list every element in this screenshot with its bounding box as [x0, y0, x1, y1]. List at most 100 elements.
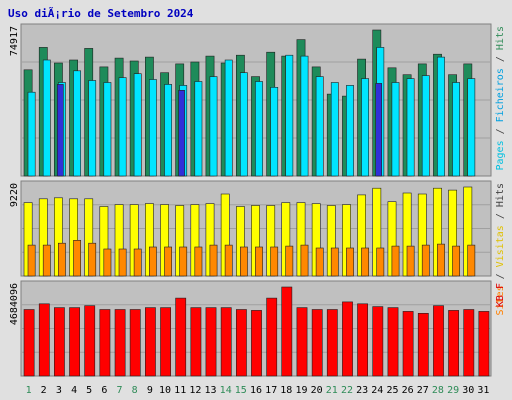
middle-panel-bar-sites-day-19	[300, 244, 309, 277]
bottom-panel-bar-kb-f-day-8	[129, 309, 141, 377]
top-panel-bar-ficheiros-day-26	[406, 78, 415, 177]
top-panel-bar-ficheiros-day-1	[27, 91, 36, 177]
top-panel-bar-ficheiros-day-16	[255, 81, 263, 177]
x-tick-label-day-23: 23	[356, 385, 368, 396]
middle-panel-bar-sites-day-17	[270, 246, 279, 277]
middle-panel-bar-sites-day-28	[437, 243, 445, 277]
middle-panel-bar-sites-day-12	[194, 246, 203, 277]
middle-panel-bar-sites-day-30	[467, 244, 476, 277]
middle-panel-legend-entry: Hits	[495, 183, 506, 207]
top-panel-bar-ficheiros-day-17	[270, 87, 279, 177]
bottom-panel-bar-kb-f-day-7	[114, 309, 126, 377]
x-axis-day-labels: 1 2 3 4 5 6 7 8 9 10 11 12 13 14 15 16 17 18 19 20 21 22 23 24 2…	[26, 385, 490, 396]
bottom-panel-bar-kb-f-day-3	[53, 307, 65, 377]
bottom-panel-bar-kb-f-day-29	[448, 310, 459, 377]
bottom-panel-bar-kb-f-day-30	[463, 309, 475, 377]
top-panel-bar-ficheiros-day-15	[240, 72, 248, 177]
chart-panels: 74917 Pages / Ficheiros / Hits 9220 Sites /…	[9, 23, 506, 377]
middle-panel-bar-sites-day-24	[376, 247, 385, 277]
top-panel-bar-ficheiros-day-25	[391, 82, 400, 177]
bottom-panel-bar-kb-f-day-12	[190, 307, 202, 377]
x-tick-label-day-2: 2	[41, 385, 47, 396]
middle-panel-bar-sites-day-26	[406, 245, 415, 277]
x-tick-label-day-20: 20	[311, 385, 323, 396]
bottom-panel-bar-kb-f-day-10	[160, 307, 171, 377]
bottom-panel-bar-kb-f-day-11	[175, 297, 187, 377]
top-panel-bar-ficheiros-day-13	[209, 76, 218, 177]
bottom-panel-bar-kb-f-day-25	[387, 307, 399, 377]
middle-panel: 9220 Sites / Visitas / Hits	[9, 180, 506, 315]
top-panel-bar-ficheiros-day-22	[346, 85, 354, 177]
top-panel-bar-ficheiros-day-12	[194, 81, 203, 177]
middle-panel-bar-sites-day-13	[209, 244, 218, 277]
x-tick-label-day-16: 16	[250, 385, 262, 396]
top-panel-bar-ficheiros-day-19	[300, 55, 309, 177]
middle-panel-bar-sites-day-14	[224, 244, 233, 277]
x-tick-label-day-9: 9	[147, 385, 153, 396]
top-panel-bar-ficheiros-day-6	[103, 82, 112, 177]
middle-panel-bar-sites-day-18	[285, 245, 294, 277]
top-panel-bar-ficheiros-day-4	[73, 70, 81, 177]
top-panel-bar-ficheiros-day-8	[133, 73, 142, 177]
middle-panel-bar-sites-day-23	[361, 247, 369, 277]
top-panel-bar-pages-day-3	[56, 84, 64, 177]
bottom-panel-bar-kb-f-day-18	[281, 286, 293, 377]
bottom-panel-bar-kb-f-day-5	[84, 305, 96, 377]
chart-title: Uso diÃ¡rio de Setembro 2024	[8, 7, 194, 20]
bottom-panel-bar-kb-f-day-14	[220, 307, 232, 377]
top-panel-bar-ficheiros-day-10	[164, 84, 172, 177]
x-tick-label-day-21: 21	[326, 385, 338, 396]
x-tick-label-day-12: 12	[189, 385, 201, 396]
top-panel-bar-pages-day-11	[178, 90, 185, 177]
middle-panel-bar-sites-day-22	[346, 247, 354, 277]
bottom-panel-bar-kb-f-day-28	[433, 305, 444, 377]
x-tick-label-day-11: 11	[174, 385, 186, 396]
bottom-panel-bar-kb-f-day-1	[23, 309, 35, 377]
x-tick-label-day-26: 26	[402, 385, 414, 396]
middle-panel-legend-entry: Visitas	[495, 225, 506, 267]
top-panel-bar-ficheiros-day-18	[285, 54, 294, 177]
bottom-panel-bar-kb-f-day-2	[38, 303, 50, 377]
x-tick-label-day-18: 18	[280, 385, 292, 396]
x-tick-label-day-14: 14	[220, 385, 232, 396]
top-panel-bar-ficheiros-day-27	[421, 75, 430, 177]
top-panel-bar-ficheiros-day-30	[467, 78, 476, 177]
bottom-panel-bar-kb-f-day-16	[251, 310, 262, 377]
x-tick-label-day-7: 7	[116, 385, 122, 396]
x-tick-label-day-13: 13	[204, 385, 216, 396]
x-tick-label-day-17: 17	[265, 385, 277, 396]
x-tick-label-day-29: 29	[447, 385, 459, 396]
x-tick-label-day-8: 8	[132, 385, 138, 396]
top-panel-bar-ficheiros-day-29	[452, 82, 460, 177]
middle-panel-bar-sites-day-5	[88, 242, 97, 277]
bottom-panel-bar-kb-f-day-15	[236, 309, 247, 377]
bottom-panel-bar-kb-f-day-22	[342, 301, 353, 377]
middle-panel-bar-sites-day-3	[57, 242, 66, 277]
x-tick-label-day-24: 24	[371, 385, 383, 396]
bottom-panel-bar-kb-f-day-21	[326, 309, 338, 377]
middle-panel-legend-entry: Sites	[495, 285, 506, 315]
bottom-panel-bar-kb-f-day-17	[266, 297, 278, 377]
x-tick-label-day-27: 27	[417, 385, 429, 396]
x-tick-label-day-19: 19	[295, 385, 307, 396]
middle-panel-bar-sites-day-25	[391, 245, 400, 277]
middle-panel-bar-sites-day-29	[452, 245, 460, 277]
top-panel: 74917 Pages / Ficheiros / Hits	[9, 23, 506, 177]
bottom-panel-bar-kb-f-day-6	[99, 309, 111, 377]
bottom-panel-max-label: 4684096	[9, 283, 20, 325]
x-tick-label-day-3: 3	[56, 385, 62, 396]
top-panel-legend-entry: /	[495, 122, 506, 140]
middle-panel-legend: Sites / Visitas / Hits	[495, 183, 506, 315]
top-panel-bar-pages-day-24	[375, 83, 383, 177]
middle-panel-bar-sites-day-6	[103, 248, 112, 277]
top-panel-bar-ficheiros-day-2	[42, 59, 51, 177]
x-tick-label-day-22: 22	[341, 385, 353, 396]
top-panel-bar-ficheiros-day-20	[315, 76, 324, 177]
bottom-panel-bar-kb-f-day-26	[402, 311, 414, 377]
bottom-panel-bar-kb-f-day-24	[372, 306, 384, 377]
middle-panel-bar-sites-day-20	[315, 247, 324, 277]
top-panel-bar-ficheiros-day-9	[149, 79, 157, 177]
x-tick-label-day-5: 5	[86, 385, 92, 396]
middle-panel-max-label: 9220	[9, 183, 20, 207]
